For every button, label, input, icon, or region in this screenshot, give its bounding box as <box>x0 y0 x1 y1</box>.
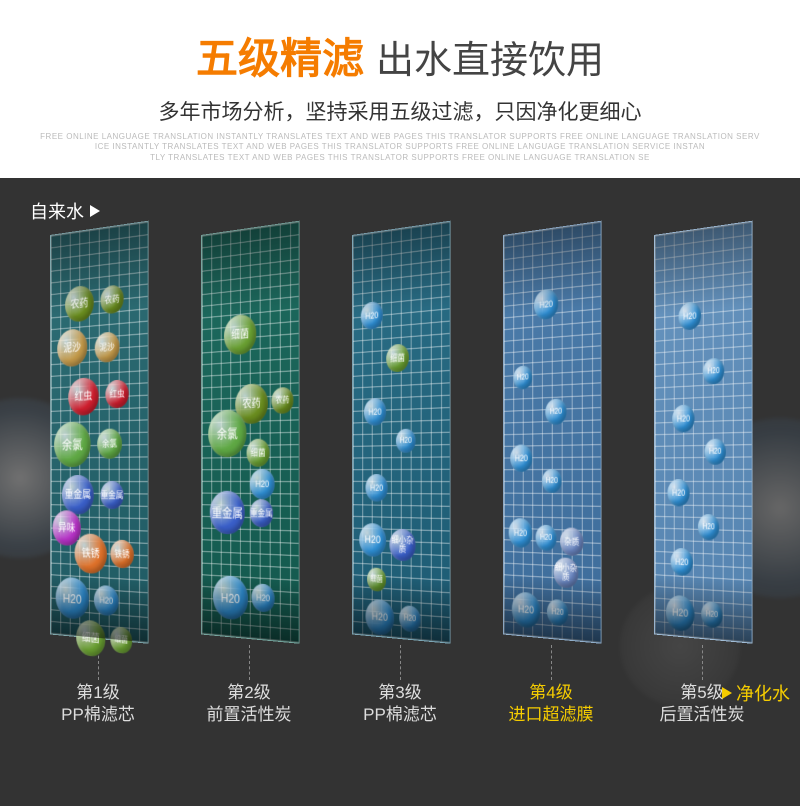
contaminant-bubble: H20 <box>703 358 725 385</box>
contaminant-bubble: 细菌 <box>247 439 270 467</box>
contaminant-bubble: H20 <box>213 575 248 621</box>
contaminant-bubble: H20 <box>399 605 421 633</box>
contaminant-bubble: H20 <box>396 429 416 453</box>
filter-caption: 第4级 进口超滤膜 <box>509 682 594 726</box>
title-primary: 五级精滤 <box>196 25 364 86</box>
filter-stage-3: H20细菌H20H20H20H20细小杂质细菌H20H20第3级 PP棉滤芯 <box>332 228 468 726</box>
contaminant-bubble: 细菌 <box>76 619 105 658</box>
contaminant-bubble: H20 <box>671 548 693 577</box>
contaminant-bubble: H20 <box>359 523 386 557</box>
contaminant-bubble: 余氯 <box>208 409 246 457</box>
contaminant-bubble: H20 <box>361 301 383 331</box>
filter-panel: 细菌农药农药余氯细菌H20重金属重金属H20H20 <box>201 221 299 644</box>
contaminant-bubble: H20 <box>509 518 533 548</box>
contaminant-bubble: 农药 <box>271 387 293 414</box>
contaminant-bubble: 红虫 <box>105 379 128 408</box>
filter-stage-4: H20H20H20H20H20H20H20杂质细小杂质H20H20第4级 进口超… <box>483 228 619 726</box>
header: 五级精滤 出水直接饮用 多年市场分析，坚持采用五级过滤，只因净化更细心 FREE… <box>0 0 800 178</box>
filter-stage-5: H20H20H20H20H20H20H20H20H20第5级 后置活性炭 <box>634 228 770 726</box>
contaminant-bubble: 重金属 <box>62 475 94 515</box>
contaminant-bubble: 余氯 <box>97 428 122 459</box>
contaminant-bubble: 红虫 <box>68 377 99 416</box>
contaminant-bubble: 细菌 <box>224 313 256 356</box>
contaminant-bubble: H20 <box>679 301 702 331</box>
output-water-label: 净化水 <box>722 680 790 706</box>
outlabel-text: 净化水 <box>736 680 790 706</box>
contaminant-bubble: 细小杂质 <box>389 529 415 562</box>
contaminant-bubble: 农药 <box>235 383 268 424</box>
contaminant-bubble: 泥沙 <box>95 331 120 363</box>
contaminant-bubble: 杂质 <box>560 527 583 556</box>
contaminant-bubble: H20 <box>510 445 532 473</box>
filter-stage-2: 细菌农药农药余氯细菌H20重金属重金属H20H20第2级 前置活性炭 <box>181 228 317 726</box>
arrow-right-icon <box>90 205 100 217</box>
filter-panels-row: 农药农药泥沙泥沙红虫红虫余氯余氯重金属重金属异味铁锈铁锈H20H20细菌细菌第1… <box>0 228 800 726</box>
contaminant-bubble: H20 <box>536 525 557 552</box>
leader-line <box>249 645 250 680</box>
contaminant-bubble: 余氯 <box>54 421 91 467</box>
filter-stage-1: 农药农药泥沙泥沙红虫红虫余氯余氯重金属重金属异味铁锈铁锈H20H20细菌细菌第1… <box>30 228 166 726</box>
filter-panel: H20H20H20H20H20H20H20H20H20 <box>654 221 752 644</box>
subtitle: 多年市场分析，坚持采用五级过滤，只因净化更细心 <box>20 96 780 126</box>
contaminant-bubble: 细菌 <box>110 626 132 654</box>
contaminant-bubble: 重金属 <box>100 481 123 509</box>
contaminant-bubble: H20 <box>513 365 532 390</box>
filter-caption: 第3级 PP棉滤芯 <box>363 682 437 726</box>
contaminant-bubble: H20 <box>545 398 566 425</box>
contaminant-bubble: H20 <box>251 583 274 613</box>
contaminant-bubble: H20 <box>698 514 719 541</box>
filter-panel: H20H20H20H20H20H20H20杂质细小杂质H20H20 <box>503 221 601 644</box>
diagram-stage: 自来水 农药农药泥沙泥沙红虫红虫余氯余氯重金属重金属异味铁锈铁锈H20H20细菌… <box>0 178 800 806</box>
contaminant-bubble: 细小杂质 <box>553 557 578 589</box>
contaminant-bubble: H20 <box>666 595 695 633</box>
contaminant-bubble: H20 <box>672 404 694 432</box>
input-water-label: 自来水 <box>30 198 100 224</box>
filter-panel: H20细菌H20H20H20H20细小杂质细菌H20H20 <box>352 221 450 644</box>
fineprint: FREE ONLINE LANGUAGE TRANSLATION INSTANT… <box>20 132 780 163</box>
contaminant-bubble: 铁锈 <box>75 533 107 574</box>
contaminant-bubble: 农药 <box>100 284 123 315</box>
filter-caption: 第2级 前置活性炭 <box>207 682 292 726</box>
contaminant-bubble: H20 <box>547 599 568 627</box>
contaminant-bubble: H20 <box>534 288 558 320</box>
title-secondary: 出水直接饮用 <box>376 29 604 84</box>
leader-line <box>551 645 552 680</box>
leader-line <box>702 645 703 680</box>
contaminant-bubble: 重金属 <box>250 499 273 528</box>
contaminant-bubble: 重金属 <box>210 491 245 535</box>
contaminant-bubble: H20 <box>94 585 119 617</box>
contaminant-bubble: H20 <box>704 439 726 466</box>
contaminant-bubble: H20 <box>701 601 723 629</box>
contaminant-bubble: 农药 <box>65 285 94 324</box>
contaminant-bubble: H20 <box>365 599 394 637</box>
filter-panel: 农药农药泥沙泥沙红虫红虫余氯余氯重金属重金属异味铁锈铁锈H20H20细菌细菌 <box>50 221 148 644</box>
arrow-right-icon <box>722 687 732 699</box>
contaminant-bubble: 细菌 <box>367 567 386 592</box>
contaminant-bubble: H20 <box>250 469 275 499</box>
contaminant-bubble: H20 <box>512 591 541 629</box>
leader-line <box>400 645 401 680</box>
contaminant-bubble: H20 <box>364 398 386 426</box>
contaminant-bubble: H20 <box>56 577 89 621</box>
contaminant-bubble: 细菌 <box>386 343 409 373</box>
contaminant-bubble: 铁锈 <box>110 540 134 569</box>
filter-caption: 第1级 PP棉滤芯 <box>61 682 135 726</box>
contaminant-bubble: H20 <box>667 479 689 507</box>
contaminant-bubble: H20 <box>365 474 387 502</box>
contaminant-bubble: 泥沙 <box>57 328 87 368</box>
inlabel-text: 自来水 <box>30 198 84 224</box>
contaminant-bubble: H20 <box>542 469 562 493</box>
